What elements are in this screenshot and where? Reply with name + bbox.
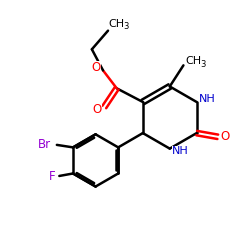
Text: O: O xyxy=(220,130,230,143)
Text: 3: 3 xyxy=(200,60,205,68)
Text: CH: CH xyxy=(186,56,202,66)
Text: O: O xyxy=(92,62,101,74)
Text: CH: CH xyxy=(109,19,125,29)
Text: 3: 3 xyxy=(123,22,128,32)
Text: NH: NH xyxy=(199,94,216,104)
Text: NH: NH xyxy=(172,146,188,156)
Text: Br: Br xyxy=(38,138,51,151)
Text: F: F xyxy=(49,170,56,183)
Text: O: O xyxy=(93,103,102,116)
